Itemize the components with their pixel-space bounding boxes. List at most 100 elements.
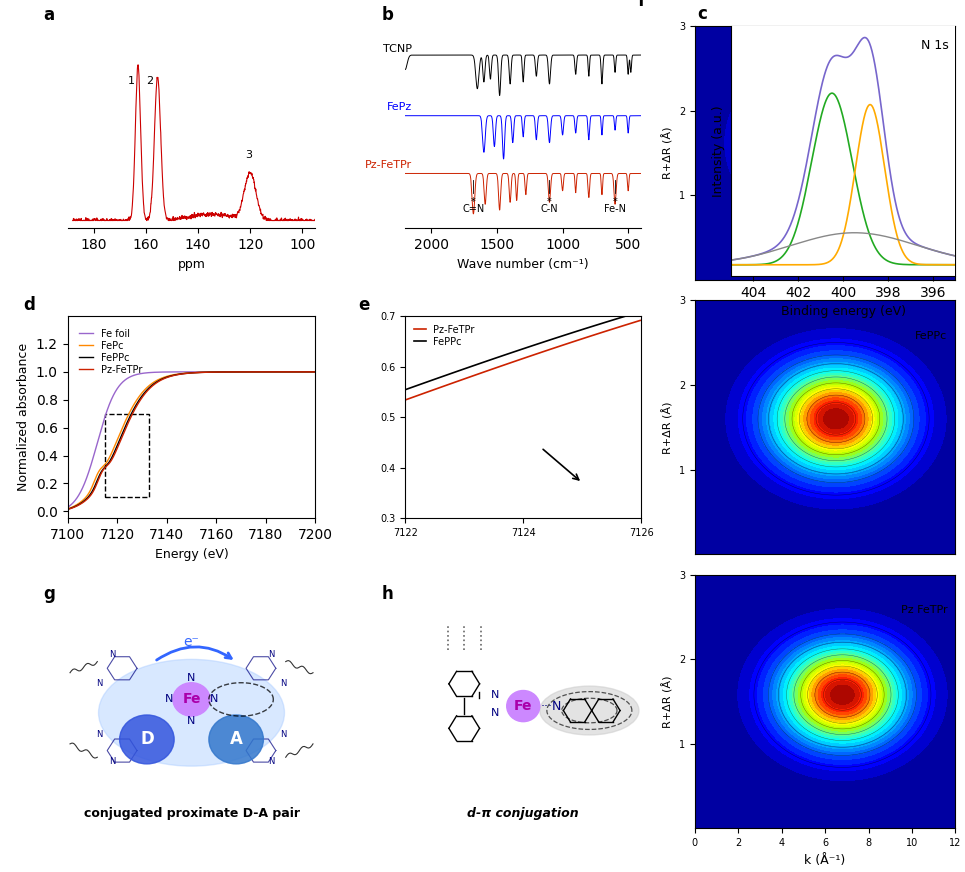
FePPc bbox=[182, 368, 194, 378]
FePPc bbox=[49, 507, 61, 517]
Y-axis label: Intensity (a.u.): Intensity (a.u.) bbox=[712, 106, 726, 197]
Text: TCNP: TCNP bbox=[383, 44, 412, 54]
Text: N: N bbox=[209, 694, 218, 705]
Pz-FeTPr bbox=[400, 394, 412, 405]
Text: h: h bbox=[381, 585, 394, 603]
X-axis label: ppm: ppm bbox=[178, 257, 206, 270]
Fe foil bbox=[322, 366, 334, 377]
FePPc bbox=[264, 366, 276, 377]
Text: *: * bbox=[471, 197, 476, 208]
X-axis label: Wave number (cm⁻¹): Wave number (cm⁻¹) bbox=[457, 257, 589, 270]
Fe foil bbox=[182, 366, 194, 377]
FePPc bbox=[322, 366, 334, 377]
Line: Pz-FeTPr: Pz-FeTPr bbox=[55, 371, 328, 512]
Text: e⁻: e⁻ bbox=[183, 635, 200, 649]
Pz-FeTPr bbox=[182, 368, 194, 378]
Text: N: N bbox=[96, 679, 103, 688]
Text: d: d bbox=[23, 296, 35, 314]
Line: FePc: FePc bbox=[55, 371, 328, 512]
Fe foil bbox=[64, 501, 75, 512]
FePc bbox=[314, 366, 325, 377]
Text: N 1s: N 1s bbox=[921, 38, 949, 51]
Ellipse shape bbox=[98, 659, 285, 766]
Text: Fe: Fe bbox=[182, 692, 201, 706]
Text: N: N bbox=[267, 651, 274, 659]
Text: b: b bbox=[381, 6, 394, 24]
FePPc bbox=[634, 307, 646, 317]
Text: Pz FeTPr: Pz FeTPr bbox=[901, 605, 948, 615]
Fe foil bbox=[49, 507, 61, 517]
Text: Pz-FeTPr: Pz-FeTPr bbox=[365, 160, 412, 170]
Fe foil bbox=[315, 366, 326, 377]
Text: FePc: FePc bbox=[922, 57, 948, 66]
Ellipse shape bbox=[539, 686, 639, 735]
Text: N: N bbox=[491, 708, 499, 718]
Text: N: N bbox=[187, 673, 196, 684]
Y-axis label: Normalized absorbance: Normalized absorbance bbox=[17, 343, 30, 491]
FePc bbox=[64, 503, 75, 514]
FePPc bbox=[175, 369, 186, 379]
FePPc bbox=[595, 318, 607, 329]
Text: N: N bbox=[267, 757, 274, 766]
FePc bbox=[182, 368, 194, 378]
Text: N: N bbox=[165, 694, 174, 705]
Circle shape bbox=[507, 691, 539, 722]
X-axis label: Energy (eV): Energy (eV) bbox=[154, 548, 229, 561]
FePPc bbox=[517, 344, 529, 354]
Text: C-N: C-N bbox=[540, 204, 559, 214]
Text: a: a bbox=[42, 6, 54, 24]
Line: Fe foil: Fe foil bbox=[55, 371, 328, 512]
Pz-FeTPr bbox=[595, 327, 607, 337]
Text: Fe-N: Fe-N bbox=[604, 204, 626, 214]
Pz-FeTPr bbox=[453, 376, 464, 386]
Pz-FeTPr bbox=[314, 366, 325, 377]
Text: *: * bbox=[613, 197, 618, 208]
Text: 1: 1 bbox=[128, 76, 135, 85]
Pz-FeTPr bbox=[64, 504, 75, 514]
Fe foil bbox=[264, 366, 276, 377]
Text: N: N bbox=[491, 690, 499, 700]
FePPc bbox=[64, 504, 75, 514]
Pz-FeTPr bbox=[264, 366, 276, 377]
Circle shape bbox=[173, 683, 210, 716]
Pz-FeTPr bbox=[479, 366, 490, 377]
Pz-FeTPr bbox=[49, 507, 61, 517]
Line: FePPc: FePPc bbox=[55, 371, 328, 512]
Fe foil bbox=[175, 366, 186, 377]
Text: g: g bbox=[42, 585, 55, 603]
Text: N: N bbox=[187, 716, 196, 726]
Text: d-π conjugation: d-π conjugation bbox=[467, 807, 579, 820]
FePc bbox=[175, 369, 186, 379]
FePc bbox=[315, 366, 326, 377]
Text: N: N bbox=[96, 731, 103, 739]
Circle shape bbox=[120, 715, 174, 764]
Text: D: D bbox=[140, 731, 153, 748]
FePPc bbox=[602, 317, 614, 327]
Y-axis label: R+ΔR (Å): R+ΔR (Å) bbox=[662, 126, 674, 180]
Pz-FeTPr bbox=[602, 325, 614, 336]
Legend: Fe foil, FePc, FePPc, Pz-FeTPr: Fe foil, FePc, FePPc, Pz-FeTPr bbox=[75, 325, 147, 378]
Y-axis label: R+ΔR (Å): R+ΔR (Å) bbox=[662, 401, 674, 453]
Pz-FeTPr bbox=[634, 315, 646, 325]
Pz-FeTPr bbox=[517, 353, 529, 364]
FePPc bbox=[314, 366, 325, 377]
Line: Pz-FeTPr: Pz-FeTPr bbox=[406, 320, 640, 399]
Text: conjugated proximate D-A pair: conjugated proximate D-A pair bbox=[84, 807, 299, 820]
FePPc bbox=[400, 384, 412, 394]
Pz-FeTPr bbox=[612, 323, 623, 333]
Text: c: c bbox=[698, 4, 707, 23]
Y-axis label: R+ΔR (Å): R+ΔR (Å) bbox=[662, 675, 674, 728]
Text: N: N bbox=[109, 757, 116, 766]
Text: FePz: FePz bbox=[387, 102, 412, 112]
Text: Fe: Fe bbox=[514, 699, 533, 713]
Fe foil bbox=[314, 366, 325, 377]
Text: A: A bbox=[230, 731, 242, 748]
FePc bbox=[322, 366, 334, 377]
FePPc bbox=[479, 357, 490, 367]
X-axis label: Binding energy (eV): Binding energy (eV) bbox=[781, 305, 906, 318]
Legend: Pz-FeTPr, FePPc: Pz-FeTPr, FePPc bbox=[410, 321, 479, 351]
Text: N: N bbox=[109, 651, 116, 659]
Circle shape bbox=[208, 715, 263, 764]
FePPc bbox=[612, 313, 623, 324]
Text: FePPc: FePPc bbox=[915, 330, 948, 341]
